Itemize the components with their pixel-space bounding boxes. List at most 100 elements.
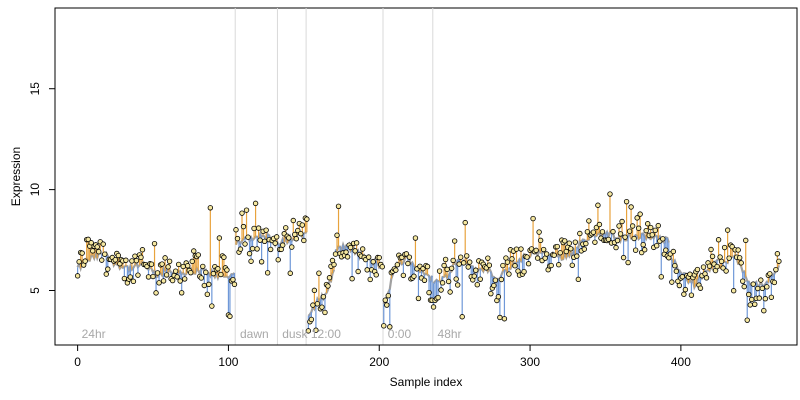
data-point (325, 283, 331, 289)
data-point (631, 235, 637, 242)
x-axis: 0 100 200 300 400 (74, 344, 691, 369)
data-point (195, 252, 201, 258)
data-point (569, 262, 575, 268)
data-point (301, 237, 307, 244)
data-point (759, 285, 766, 292)
data-point (373, 272, 379, 278)
data-point (224, 267, 230, 273)
data-point (261, 238, 268, 244)
data-point (364, 267, 370, 273)
data-point (286, 235, 292, 241)
data-point (405, 260, 411, 267)
data-point (453, 276, 459, 282)
data-point (252, 200, 259, 207)
data-point (322, 309, 328, 316)
data-point (85, 236, 91, 243)
data-point (239, 210, 245, 216)
data-point (735, 247, 741, 253)
x-tick-label: 300 (520, 355, 540, 369)
data-point (163, 272, 170, 278)
data-point (304, 216, 310, 222)
data-point (640, 242, 646, 248)
data-point (280, 242, 286, 248)
data-point (654, 243, 660, 249)
data-point (320, 294, 327, 300)
data-point (605, 236, 612, 243)
data-point (74, 273, 81, 279)
data-point (663, 247, 669, 253)
data-point (127, 274, 134, 280)
data-point (613, 244, 619, 251)
data-point (376, 254, 382, 261)
data-point (501, 316, 508, 322)
data-point (132, 253, 138, 259)
data-point (495, 294, 502, 300)
data-point (497, 314, 503, 321)
data-point (145, 274, 152, 280)
data-point (406, 254, 413, 260)
data-point (381, 323, 387, 329)
data-point (682, 286, 689, 293)
data-point (355, 268, 361, 275)
data-point (435, 294, 441, 301)
data-point (221, 254, 227, 260)
data-point (233, 227, 239, 233)
data-point (185, 263, 191, 269)
data-point (218, 271, 224, 278)
data-point (509, 256, 515, 262)
data-point (730, 288, 737, 294)
data-point (774, 251, 781, 257)
data-point (752, 301, 758, 308)
x-axis-label: Sample index (390, 375, 463, 389)
data-point (207, 205, 214, 211)
data-point (749, 296, 755, 303)
data-point (714, 263, 720, 270)
y-tick-label: 10 (28, 183, 42, 197)
data-point (344, 254, 351, 260)
data-point (347, 244, 354, 251)
data-point (776, 258, 782, 264)
data-point (393, 267, 399, 273)
data-point (451, 238, 458, 244)
data-point (743, 237, 749, 244)
data-point (370, 259, 376, 265)
data-point (289, 244, 295, 250)
data-point (634, 215, 640, 221)
data-point (206, 281, 212, 288)
data-point (492, 277, 499, 283)
data-point (694, 266, 701, 273)
data-point (518, 246, 524, 252)
data-point (635, 225, 642, 231)
data-point (130, 278, 137, 285)
data-point (464, 253, 470, 259)
data-point (129, 258, 135, 264)
data-point (299, 222, 306, 228)
data-point (343, 249, 349, 255)
data-point (649, 232, 655, 238)
data-point (525, 261, 532, 267)
data-point (688, 292, 695, 298)
data-point (295, 227, 301, 234)
data-point (79, 250, 85, 256)
x-tick-label: 0 (74, 355, 81, 369)
data-point (477, 276, 483, 282)
data-point (148, 261, 155, 267)
data-point (648, 224, 654, 231)
data-point (165, 264, 171, 270)
region-label: dusk (282, 327, 308, 341)
data-point (272, 240, 278, 246)
data-point (159, 261, 165, 267)
data-point (660, 236, 666, 242)
data-point (758, 277, 764, 283)
data-point (596, 221, 603, 228)
y-tick-label: 5 (28, 287, 42, 294)
data-point (537, 237, 544, 244)
data-point (313, 327, 319, 333)
data-point (160, 278, 167, 284)
data-point (670, 248, 677, 255)
data-point (441, 262, 447, 269)
data-point (166, 258, 173, 265)
data-point (572, 239, 579, 245)
data-point (764, 284, 770, 290)
